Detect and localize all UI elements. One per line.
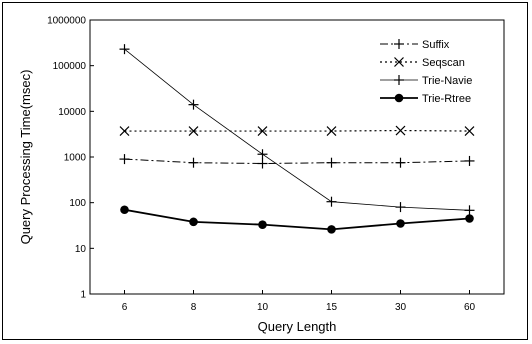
legend-marker <box>394 39 404 49</box>
data-point <box>395 157 406 168</box>
legend-marker <box>394 57 404 67</box>
marker-stroke <box>257 126 268 136</box>
data-point <box>464 126 475 136</box>
legend-entry: Trie-Rtree <box>380 93 471 105</box>
marker-stroke <box>464 126 475 136</box>
data-point <box>327 225 336 234</box>
series-trie-navie <box>119 44 475 216</box>
y-axis-title: Query Processing Time(msec) <box>18 70 33 245</box>
marker-stroke <box>188 126 199 136</box>
x-tick-label: 30 <box>395 302 407 313</box>
data-point <box>326 126 337 136</box>
series-line <box>124 48 470 211</box>
data-point <box>464 155 475 166</box>
data-point <box>396 219 405 228</box>
data-point <box>119 44 130 55</box>
data-point <box>465 214 474 223</box>
legend-label: Suffix <box>422 39 450 51</box>
data-point <box>120 205 129 215</box>
legend-entry: Suffix <box>380 39 450 51</box>
data-point <box>189 217 198 227</box>
data-point <box>188 99 199 110</box>
marker-stroke <box>326 126 337 136</box>
series-line <box>124 208 470 231</box>
data-point <box>257 158 268 169</box>
data-point <box>257 126 268 136</box>
y-tick-label: 10 <box>75 244 87 255</box>
data-point <box>119 154 130 165</box>
y-tick-label: 10000 <box>58 107 86 118</box>
legend-entry: Seqscan <box>380 57 465 69</box>
data-point <box>395 125 406 136</box>
data-point <box>326 196 337 207</box>
x-tick-label: 60 <box>464 302 476 313</box>
legend-label: Trie-Rtree <box>422 93 471 105</box>
y-tick-label: 1000 <box>64 153 87 164</box>
x-tick-label: 8 <box>191 302 197 313</box>
data-point <box>119 126 130 136</box>
legend-marker <box>394 75 404 85</box>
data-point <box>395 202 406 213</box>
marker-stroke <box>394 57 404 67</box>
x-tick-label: 10 <box>257 302 269 313</box>
y-tick-label: 1000000 <box>47 16 86 27</box>
legend-entry: Trie-Navie <box>380 75 472 87</box>
series-seqscan <box>119 125 475 136</box>
y-tick-label: 100 <box>69 198 86 209</box>
y-tick-label: 1 <box>80 290 86 301</box>
data-point <box>464 205 475 216</box>
marker-stroke <box>395 125 406 136</box>
data-point <box>326 157 337 168</box>
data-point <box>188 126 199 136</box>
data-point <box>257 149 268 160</box>
series-suffix <box>119 154 475 169</box>
series-line <box>124 158 470 165</box>
data-point <box>258 220 267 229</box>
x-tick-label: 6 <box>122 302 128 313</box>
series-trie-rtree <box>120 205 474 234</box>
x-axis-title: Query Length <box>258 319 337 334</box>
series-line <box>124 129 470 132</box>
y-tick-label: 100000 <box>53 61 87 72</box>
x-tick-label: 15 <box>326 302 338 313</box>
legend-label: Seqscan <box>422 57 465 69</box>
data-point <box>188 157 199 168</box>
legend-marker <box>394 93 404 103</box>
marker-stroke <box>119 126 130 136</box>
legend-label: Trie-Navie <box>422 75 472 87</box>
